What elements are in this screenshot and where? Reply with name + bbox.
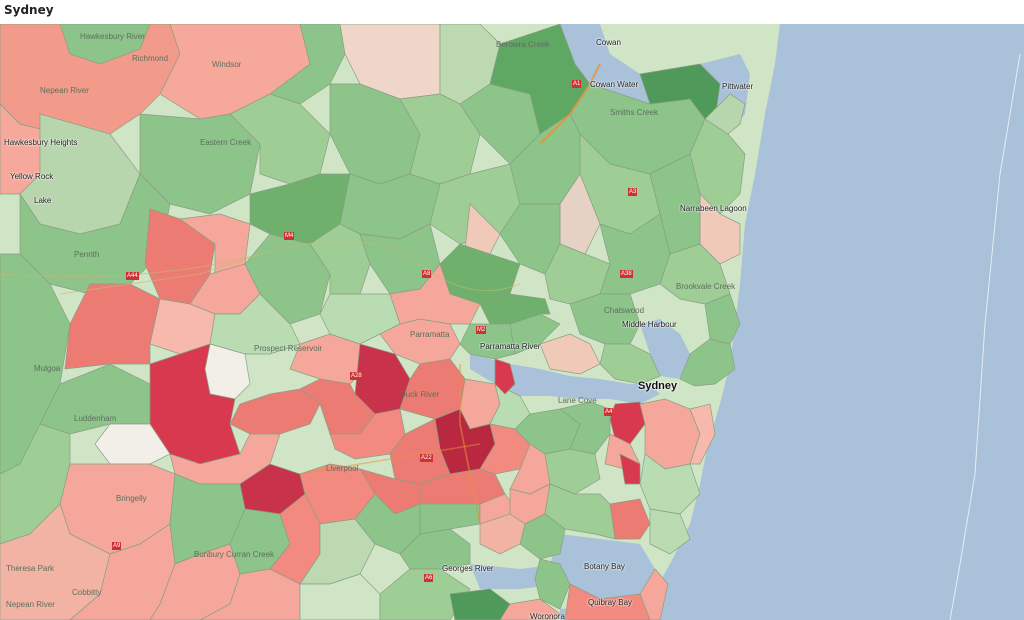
label-a1: A1 [572, 80, 582, 88]
label-theresa-park: Theresa Park [6, 564, 55, 573]
region-maroubra [649, 508, 691, 555]
region-bondi [689, 403, 716, 465]
label-eastern-creek: Eastern Creek [200, 138, 252, 147]
page-title: Sydney [4, 3, 54, 17]
label-a28: A28 [350, 372, 363, 380]
region-leichhardt [559, 401, 611, 455]
region-hawkesbury-nw [59, 24, 151, 65]
road-a44 [59, 253, 261, 295]
label-sydney: Sydney [638, 380, 678, 392]
label-m2: M2 [476, 326, 487, 334]
label-a6: A6 [424, 574, 434, 582]
label-m4: M4 [284, 232, 295, 240]
label-a38: A38 [620, 270, 633, 278]
parramatta-river [470, 354, 660, 404]
label-smiths-creek: Smiths Creek [610, 108, 659, 117]
label-a44: A44 [126, 272, 139, 280]
label-lane-cove: Lane Cove [558, 396, 597, 405]
label-pittwater: Pittwater [722, 82, 754, 91]
middle-harbour [640, 319, 690, 379]
region-hunters-hill [539, 333, 601, 375]
label-lake: Lake [34, 196, 52, 205]
region-north-sydney [599, 343, 661, 385]
offshore-contour [949, 53, 1021, 620]
label-hawkesbury-river: Hawkesbury River [80, 32, 145, 41]
label-a4: A4 [604, 408, 614, 416]
label-cowan-water: Cowan Water [590, 80, 639, 89]
road-m1 [539, 63, 601, 145]
region-manly [704, 293, 741, 345]
region-ermington [459, 323, 516, 360]
road-a3 [459, 364, 481, 525]
label-windsor: Windsor [212, 60, 242, 69]
map-canvas[interactable] [0, 24, 1024, 620]
region-rhodes-dark [494, 358, 516, 395]
choropleth-map[interactable]: Hawkesbury River Richmond Windsor Nepean… [0, 24, 1024, 620]
region-south-green [379, 568, 471, 620]
region-randwick [639, 453, 701, 515]
label-bunbury-curran-creek: Bunbury Curran Creek [194, 550, 275, 559]
label-richmond: Richmond [132, 54, 169, 63]
label-liverpool: Liverpool [326, 464, 359, 473]
road-m4 [0, 240, 521, 292]
region-mosman [679, 338, 736, 387]
header-bar: Sydney [0, 0, 1024, 24]
label-penrith: Penrith [74, 250, 100, 259]
label-chatswood: Chatswood [604, 306, 645, 315]
region-caringbah [534, 558, 571, 610]
label-cobbitty: Cobbitty [72, 588, 102, 597]
label-parramatta-river: Parramatta River [480, 342, 541, 351]
label-parramatta: Parramatta [410, 330, 450, 339]
label-luddenham: Luddenham [74, 414, 117, 423]
label-a3: A3 [628, 188, 638, 196]
region-kurnell [639, 568, 669, 620]
label-mulgoa: Mulgoa [34, 364, 61, 373]
label-bringelly: Bringelly [116, 494, 147, 503]
label-nepean-river: Nepean River [40, 86, 89, 95]
label-brookvale-creek: Brookvale Creek [676, 282, 736, 291]
region-woronora [499, 598, 561, 620]
label-woronora: Woronora [530, 612, 565, 620]
label-narrabeen-lagoon: Narrabeen Lagoon [680, 204, 747, 213]
botany-bay [550, 534, 655, 599]
label-quibray-bay: Quibray Bay [588, 598, 633, 607]
label-yellow-rock: Yellow Rock [10, 172, 54, 181]
region-lane-cove [569, 293, 641, 345]
label-prospect-reservoir: Prospect Reservoir [254, 344, 323, 353]
label-botany-bay: Botany Bay [584, 562, 625, 571]
label-nepean-river-2: Nepean River [6, 600, 55, 609]
label-hawkesbury-heights: Hawkesbury Heights [4, 138, 78, 147]
label-a9: A9 [112, 542, 122, 550]
region-parramatta-north [389, 263, 481, 325]
road-a22 [299, 443, 481, 475]
label-georges-river: Georges River [442, 564, 494, 573]
label-middle-harbour: Middle Harbour [622, 320, 677, 329]
region-oatley [479, 513, 526, 555]
label-a8: A8 [422, 270, 432, 278]
label-berowra-creek: Berowra Creek [496, 40, 550, 49]
label-duck-river: Duck River [400, 390, 440, 399]
region-mascot-dark [619, 453, 641, 485]
label-cowan: Cowan [596, 38, 621, 47]
region-mona-vale [704, 93, 746, 135]
label-a22: A22 [420, 454, 433, 462]
